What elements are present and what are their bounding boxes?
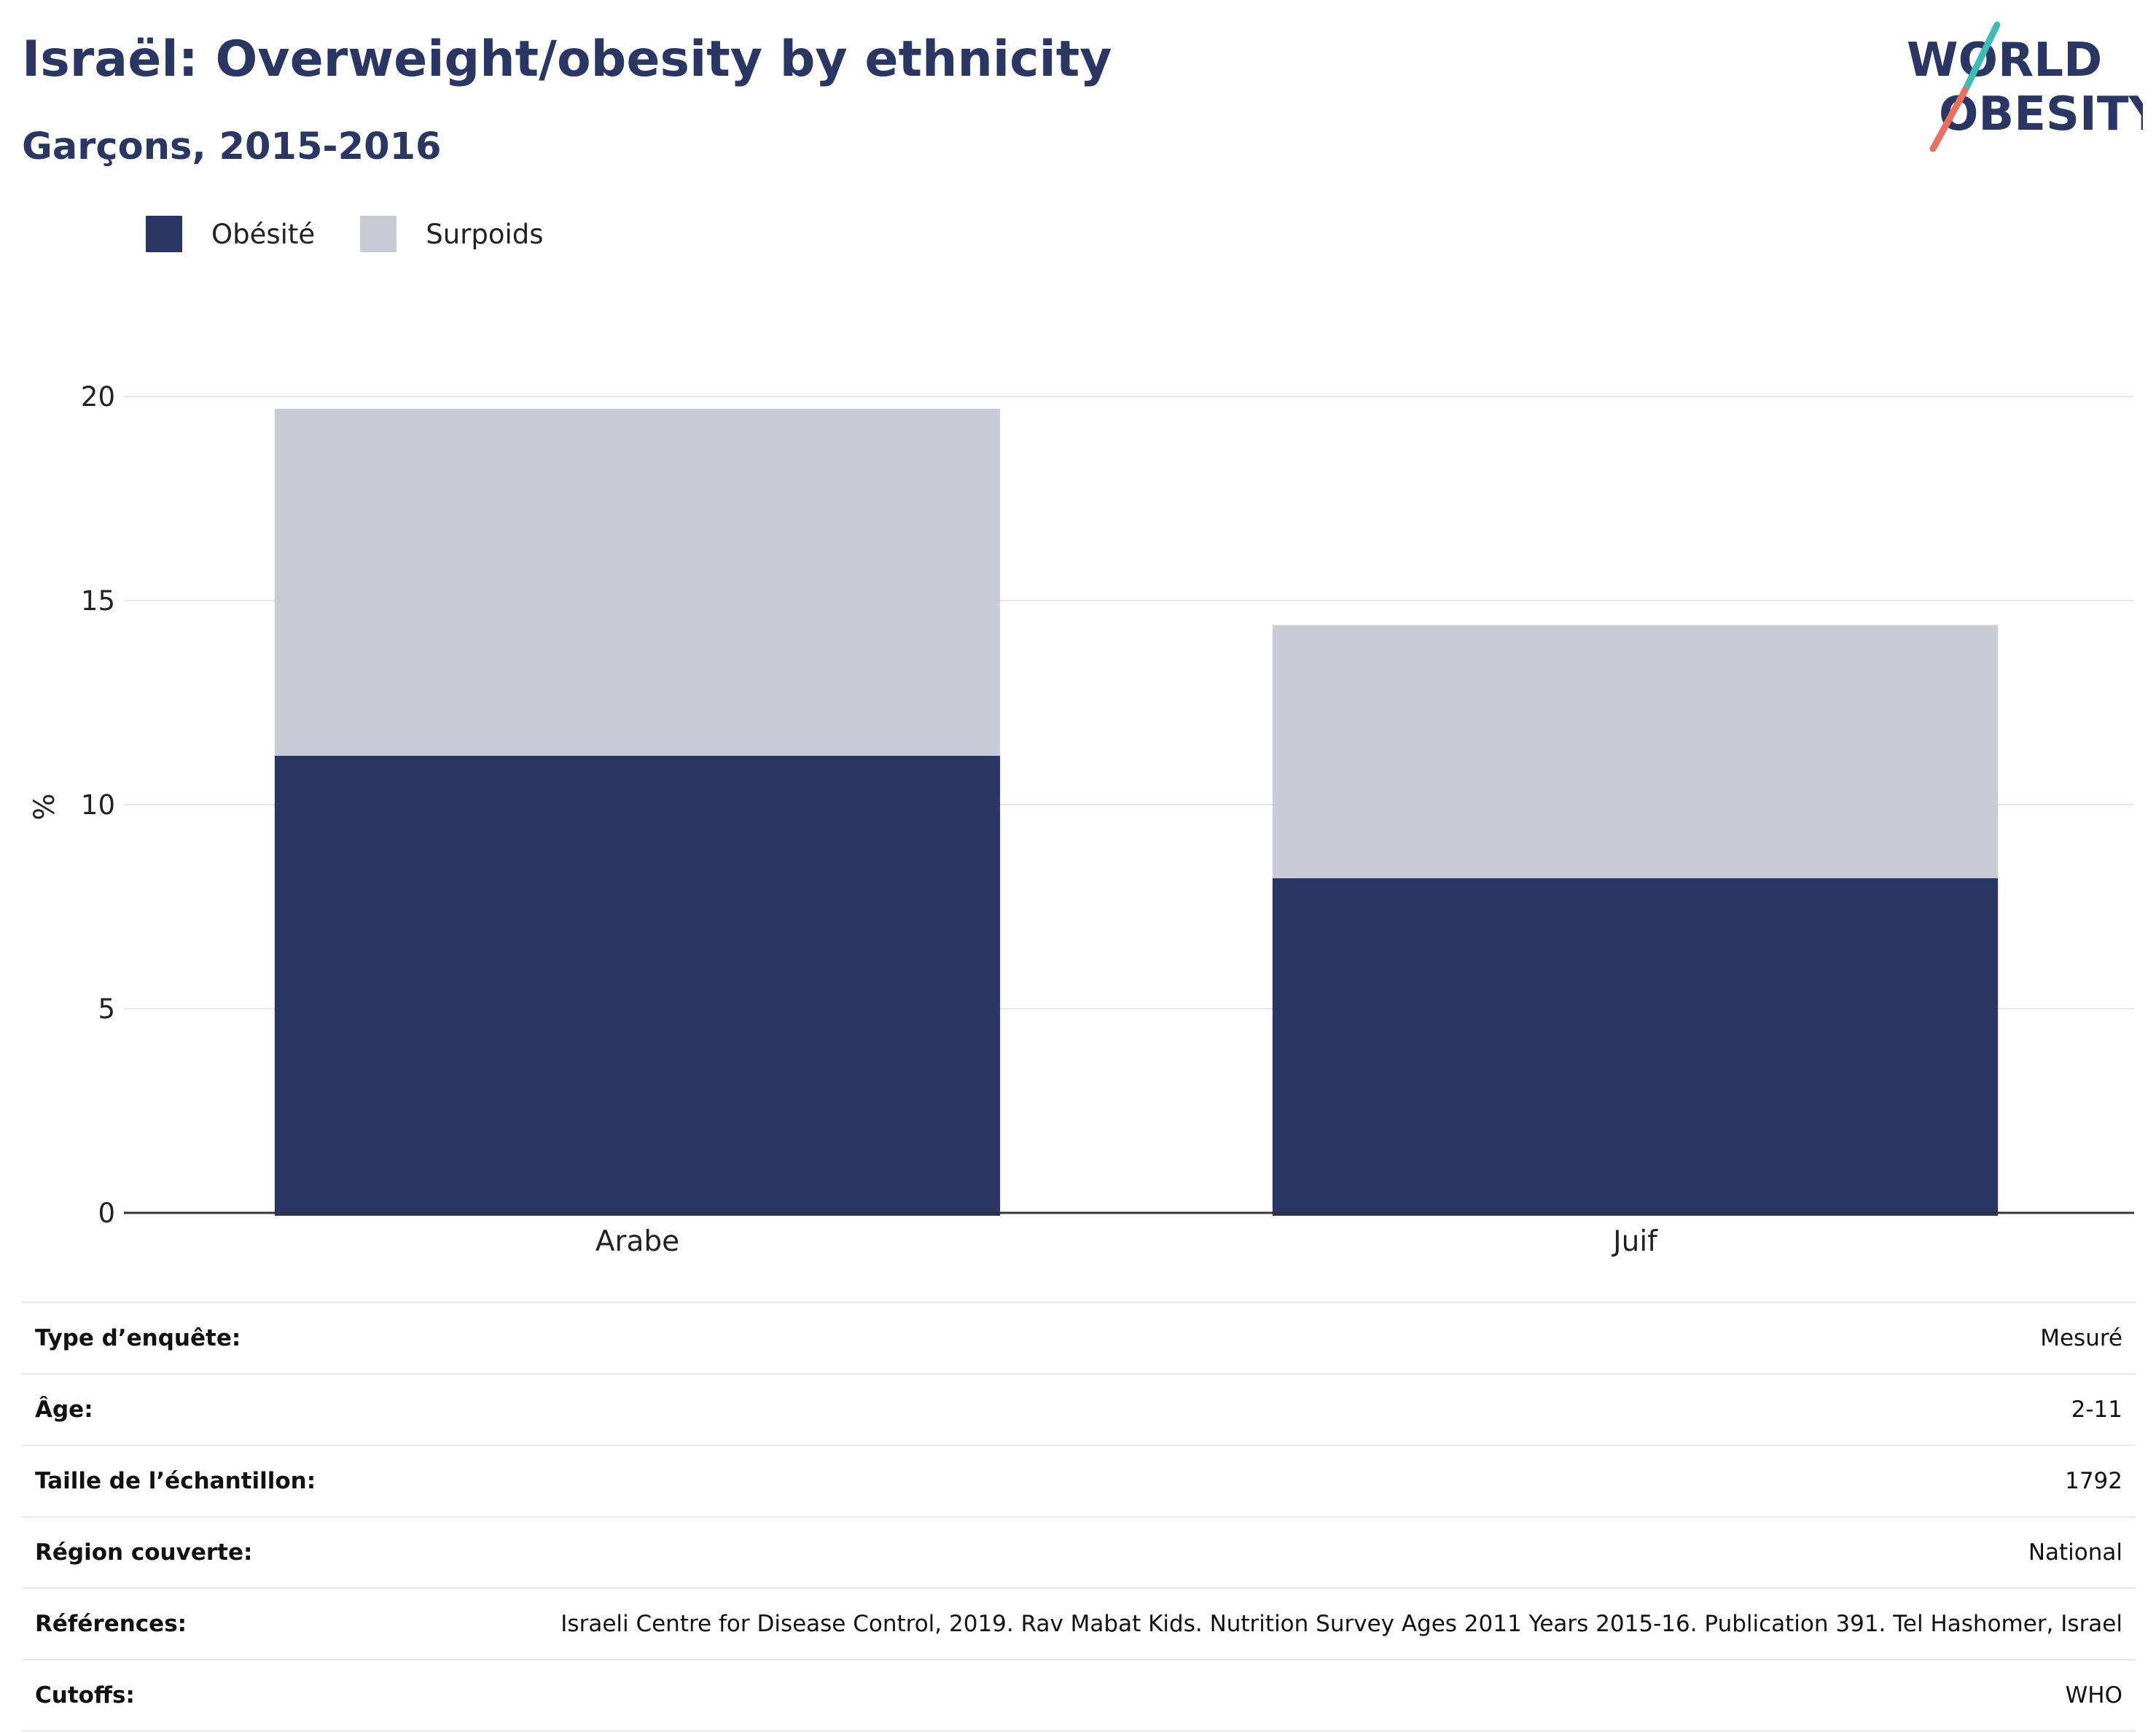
info-row: Références: Israeli Centre for Disease Co… [22,1587,2136,1660]
world-obesity-logo: WORLD OBESITY [1907,21,2143,152]
logo-line2: OBESITY [1939,87,2143,141]
info-value: Israeli Centre for Disease Control, 2019… [354,1587,2136,1660]
legend: Obésité Surpoids [146,216,589,252]
logo-slash-coral [1929,87,1969,152]
info-value: National [354,1516,2136,1588]
x-category-label: Juif [1611,1225,1658,1258]
info-row: Type d’enquête: Mesuré [22,1302,2136,1374]
bar-chart: 0 5 10 15 20 Arabe Juif% [28,381,2134,1258]
info-row: Âge: 2-11 [22,1373,2136,1445]
info-key: Région couverte: [22,1516,354,1588]
info-value: 1792 [354,1445,2136,1517]
info-key: Taille de l’échantillon: [22,1445,354,1517]
info-row: Taille de l’échantillon: 1792 [22,1445,2136,1517]
bar-overweight-juif [1272,625,1999,878]
info-value: Mesuré [354,1302,2136,1374]
legend-item-overweight[interactable]: Surpoids [360,216,544,252]
info-key: Type d’enquête: [22,1302,354,1374]
bar-obesity-arabe [274,755,1001,1216]
chart-subtitle: Garçons, 2015-2016 [22,125,442,168]
y-tick-label: 20 [81,381,115,413]
y-tick-label: 5 [98,993,115,1025]
bar-overweight-arabe [274,408,1001,756]
info-key: Cutoffs: [22,1659,354,1732]
info-key: Âge: [22,1373,354,1445]
y-tick-label: 15 [81,585,115,617]
info-value: 2-11 [354,1373,2136,1445]
y-axis-title: % [28,793,61,820]
legend-label-overweight: Surpoids [426,218,544,250]
legend-item-obesity[interactable]: Obésité [146,216,315,252]
legend-swatch-overweight [360,216,397,252]
survey-info-table: Type d’enquête: Mesuré Âge: 2-11 Taille de l… [22,1302,2136,1732]
y-tick-label: 10 [81,789,115,821]
info-row: Cutoffs: WHO [22,1659,2136,1732]
bar-obesity-juif [1272,878,1999,1216]
info-value: WHO [354,1659,2136,1732]
legend-label-obesity: Obésité [211,218,316,250]
logo-line1: WORLD [1907,34,2102,87]
y-tick-label: 0 [98,1198,115,1229]
x-category-label: Arabe [595,1225,679,1258]
legend-swatch-obesity [146,216,182,252]
info-row: Région couverte: National [22,1516,2136,1588]
logo-slash-teal [1961,21,2001,94]
info-key: Références: [22,1587,354,1660]
chart-title: Israël: Overweight/obesity by ethnicity [22,31,1112,88]
